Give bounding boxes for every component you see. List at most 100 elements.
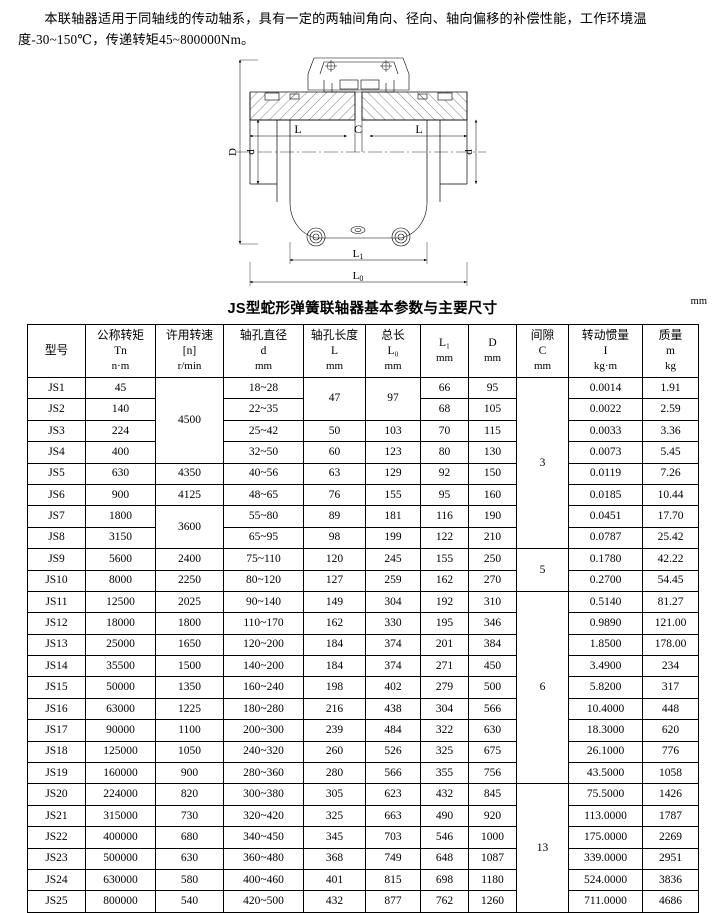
drawing-label-L-left: L [294,122,301,136]
col-header-cn: 许用转速 [165,328,214,343]
cell-speed: 1800 [155,612,224,635]
cell-inertia: 10.4000 [568,697,643,721]
col-header-symbol: d [260,345,267,358]
cell-l1: 279 [420,676,469,699]
table-row: JS2 140 22~35 68 105 0.0022 2.59 [27,398,699,421]
cell-total-length: 330 [365,612,421,635]
cell-model: JS15 [27,676,86,699]
cell-outer-diameter: 756 [468,762,517,785]
cell-speed: 1100 [155,719,224,742]
col-header-cn: 型号 [44,343,69,358]
table-title: JS型蛇形弹簧联轴器基本参数与主要尺寸 [227,301,498,317]
cell-l1: 66 [420,376,469,400]
cell-l1: 432 [420,783,469,806]
cell-model: JS19 [27,762,86,785]
cell-inertia: 175.0000 [568,826,643,849]
cell-bore-diameter: 75~110 [223,548,304,571]
cell-torque: 500000 [85,847,156,870]
cell-inertia: 26.1000 [568,740,643,764]
cell-bore-diameter: 110~170 [223,612,304,635]
cell-total-length: 374 [365,633,421,657]
col-header-unit: mm [533,360,552,373]
table-row: JS17 90000 1100 200~300 239 484 322 630 18.3000 6… [27,719,699,742]
cell-mass: 2951 [642,847,699,870]
cell-outer-diameter: 384 [468,633,517,657]
cell-total-length: 304 [365,590,421,614]
cell-model: JS4 [27,441,86,464]
cell-torque: 400000 [85,826,156,849]
cell-speed: 4500 [155,377,224,464]
cell-speed: 580 [155,868,224,892]
cell-total-length: 526 [365,740,421,764]
cell-model: JS9 [27,548,86,571]
cell-inertia: 0.0185 [568,483,643,507]
cell-bore-diameter: 90~140 [223,590,304,614]
col-header-0: 型号 [27,324,86,378]
col-header-unit: mm [384,360,402,373]
col-header-symbol: D [488,337,497,350]
cell-mass: 25.42 [642,526,699,550]
cell-mass: 2269 [642,826,699,849]
cell-mass: 10.44 [642,483,699,507]
cell-model: JS2 [27,398,86,421]
cell-model: JS3 [27,419,86,443]
cell-torque: 630000 [85,868,156,892]
cell-inertia: 1.8500 [568,633,643,657]
cell-mass: 1787 [642,804,699,828]
col-header-1: 公称转矩 Tn n·m [85,324,156,378]
cell-outer-diameter: 130 [468,441,517,464]
cell-l1: 195 [420,612,469,635]
cell-outer-diameter: 115 [468,419,517,443]
cell-total-length: 103 [365,419,421,443]
cell-bore-diameter: 22~35 [223,398,304,421]
cell-bore-length: 432 [303,890,366,913]
table-row: JS20 224000 820 300~380 305 623 432 845 13 75.500… [27,783,699,913]
cell-bore-length: 184 [303,655,366,678]
table-row: JS14 35500 1500 140~200 184 374 271 450 3.4900 23… [27,655,699,678]
cell-bore-length: 47 [303,377,366,421]
cell-torque: 50000 [85,676,156,699]
table-row: JS15 50000 1350 160~240 198 402 279 500 5.8200 31… [27,676,699,699]
cell-inertia: 0.0787 [568,526,643,550]
cell-bore-diameter: 180~280 [223,697,304,721]
cell-outer-diameter: 346 [468,612,517,635]
cell-inertia: 0.2700 [568,569,643,592]
cell-bore-length: 401 [303,868,366,892]
cell-l1: 762 [420,890,469,913]
cell-gap: 13 [516,783,569,913]
col-header-cn: 公称转矩 [96,328,145,343]
cell-outer-diameter: 150 [468,462,517,485]
cell-model: JS6 [27,483,86,507]
cell-mass: 5.45 [642,441,699,464]
cell-inertia: 0.0119 [568,462,643,485]
table-unit-note: mm [690,296,707,307]
cell-l1: 116 [420,505,469,528]
col-header-symbol: L [330,345,339,358]
cell-speed: 4125 [155,483,224,507]
table-row: JS19 160000 900 280~360 280 566 355 756 43.5000 1… [27,762,699,785]
col-header-cn: 间隙 [530,328,555,343]
cell-bore-diameter: 65~95 [223,526,304,550]
col-header-cn: 轴孔直径 [239,328,288,343]
cell-torque: 3150 [85,526,156,550]
cell-total-length: 877 [365,890,421,913]
cell-inertia: 5.8200 [568,676,643,699]
cell-bore-length: 162 [303,612,366,635]
col-header-cn: 质量 [658,328,683,343]
cell-model: JS22 [27,826,86,849]
cell-outer-diameter: 500 [468,676,517,699]
cell-mass: 776 [642,740,699,764]
cell-bore-length: 184 [303,633,366,657]
cell-bore-diameter: 360~480 [223,847,304,870]
cell-mass: 317 [642,676,699,699]
col-header-unit: mm [325,360,344,373]
cell-bore-diameter: 18~28 [223,376,304,400]
cell-model: JS11 [27,590,86,614]
cell-torque: 160000 [85,762,156,785]
cell-torque: 400 [85,441,156,464]
col-header-unit: kg [665,360,676,373]
